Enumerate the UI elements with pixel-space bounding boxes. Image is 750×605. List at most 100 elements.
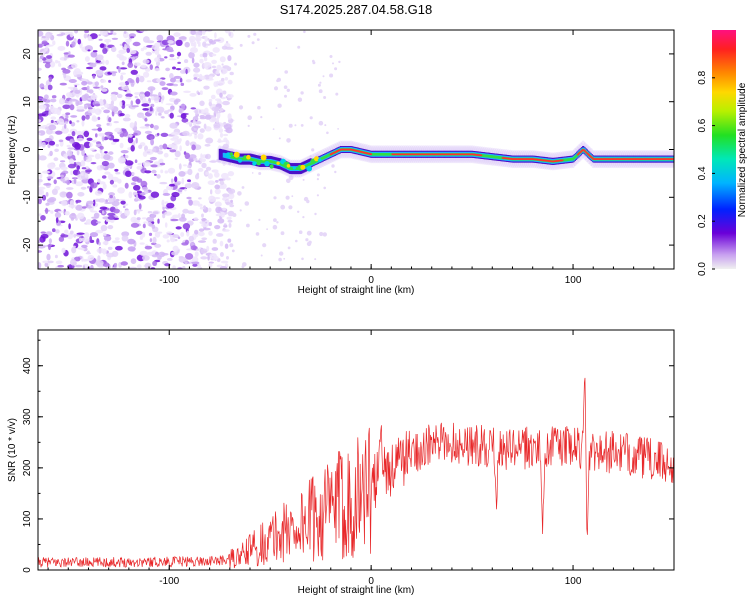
noise-speck bbox=[324, 124, 327, 127]
noise-blob bbox=[198, 231, 205, 237]
signal-peak bbox=[593, 158, 597, 160]
snr-ytick-label: 100 bbox=[22, 510, 33, 527]
noise-blob bbox=[44, 94, 49, 100]
noise-blob bbox=[227, 219, 233, 223]
signal-peak bbox=[601, 158, 604, 160]
noise-blob bbox=[172, 234, 180, 239]
noise-blob bbox=[211, 247, 219, 251]
noise-blob bbox=[87, 107, 93, 110]
noise-speck bbox=[229, 243, 234, 248]
noise-blob bbox=[85, 169, 92, 173]
noise-blob bbox=[46, 253, 51, 261]
signal-core bbox=[222, 152, 225, 158]
signal-peak bbox=[470, 153, 473, 156]
noise-blob bbox=[178, 107, 183, 114]
signal-peak bbox=[330, 152, 334, 155]
noise-speck bbox=[337, 127, 339, 130]
noise-speck bbox=[300, 124, 304, 127]
noise-blob bbox=[194, 134, 198, 139]
signal-peak bbox=[391, 153, 394, 156]
noise-blob bbox=[99, 206, 108, 210]
signal-peak bbox=[544, 159, 547, 162]
noise-blob bbox=[40, 233, 49, 239]
signal-peak bbox=[395, 153, 398, 156]
noise-speck bbox=[242, 262, 247, 267]
signal-peak bbox=[664, 158, 667, 160]
noise-blob bbox=[109, 194, 113, 199]
signal-knot bbox=[233, 151, 240, 158]
noise-blob bbox=[120, 261, 128, 266]
noise-blob bbox=[137, 209, 140, 214]
signal-peak bbox=[361, 151, 364, 153]
signal-ridge bbox=[374, 153, 377, 156]
noise-blob bbox=[91, 128, 99, 131]
noise-blob bbox=[48, 197, 57, 202]
noise-speck bbox=[295, 239, 298, 243]
signal-ridge bbox=[251, 158, 254, 161]
signal-peak bbox=[510, 158, 513, 160]
signal-peak bbox=[507, 157, 511, 160]
signal-peak bbox=[450, 153, 454, 156]
noise-blob bbox=[169, 122, 178, 129]
noise-blob bbox=[100, 224, 108, 232]
signal-peak bbox=[626, 158, 629, 160]
noise-blob bbox=[196, 38, 201, 41]
noise-blob bbox=[122, 117, 131, 122]
noise-blob bbox=[226, 94, 234, 99]
noise-speck bbox=[223, 121, 227, 125]
noise-blob bbox=[95, 229, 104, 234]
signal-peak bbox=[602, 158, 605, 160]
noise-blob bbox=[150, 164, 158, 168]
signal-peak bbox=[403, 153, 406, 156]
noise-blob bbox=[195, 160, 201, 163]
noise-blob bbox=[201, 218, 207, 222]
signal-peak bbox=[401, 153, 404, 156]
signal-ridge bbox=[290, 167, 294, 170]
noise-blob bbox=[193, 41, 197, 48]
noise-speck bbox=[319, 81, 322, 84]
signal-ridge bbox=[482, 154, 485, 157]
noise-blob bbox=[133, 184, 141, 191]
signal-peak bbox=[579, 151, 582, 153]
noise-blob bbox=[115, 198, 120, 202]
signal-ridge bbox=[326, 154, 329, 158]
noise-blob bbox=[52, 40, 56, 46]
noise-blob bbox=[132, 41, 141, 47]
noise-blob bbox=[45, 207, 49, 214]
noise-blob bbox=[156, 60, 160, 67]
noise-blob bbox=[200, 256, 208, 260]
noise-speck bbox=[323, 186, 327, 190]
noise-blob bbox=[59, 82, 67, 86]
signal-ridge bbox=[278, 162, 282, 165]
signal-peak bbox=[512, 158, 515, 160]
signal-peak bbox=[473, 153, 477, 156]
noise-blob bbox=[133, 62, 141, 66]
noise-blob bbox=[193, 125, 201, 129]
signal-peak bbox=[522, 158, 525, 160]
signal-ridge bbox=[309, 162, 312, 166]
noise-blob bbox=[119, 210, 122, 215]
signal-peak bbox=[599, 158, 603, 160]
signal-ridge bbox=[324, 155, 328, 158]
noise-blob bbox=[201, 237, 208, 241]
noise-blob bbox=[168, 183, 176, 187]
signal-peak bbox=[632, 158, 635, 160]
noise-blob bbox=[124, 155, 129, 159]
noise-blob bbox=[55, 260, 63, 265]
noise-blob bbox=[66, 191, 73, 199]
noise-blob bbox=[84, 105, 88, 110]
noise-blob bbox=[145, 51, 152, 56]
noise-blob bbox=[166, 239, 170, 243]
noise-speck bbox=[277, 77, 281, 82]
noise-blob bbox=[142, 161, 151, 167]
signal-ridge bbox=[386, 153, 389, 156]
noise-blob bbox=[177, 236, 181, 240]
noise-blob bbox=[132, 191, 137, 196]
noise-blob bbox=[170, 91, 178, 96]
noise-blob bbox=[134, 95, 138, 99]
signal-peak bbox=[610, 158, 614, 160]
noise-blob bbox=[128, 191, 133, 199]
noise-blob bbox=[98, 198, 106, 203]
noise-blob bbox=[77, 38, 82, 45]
noise-blob bbox=[41, 87, 45, 90]
